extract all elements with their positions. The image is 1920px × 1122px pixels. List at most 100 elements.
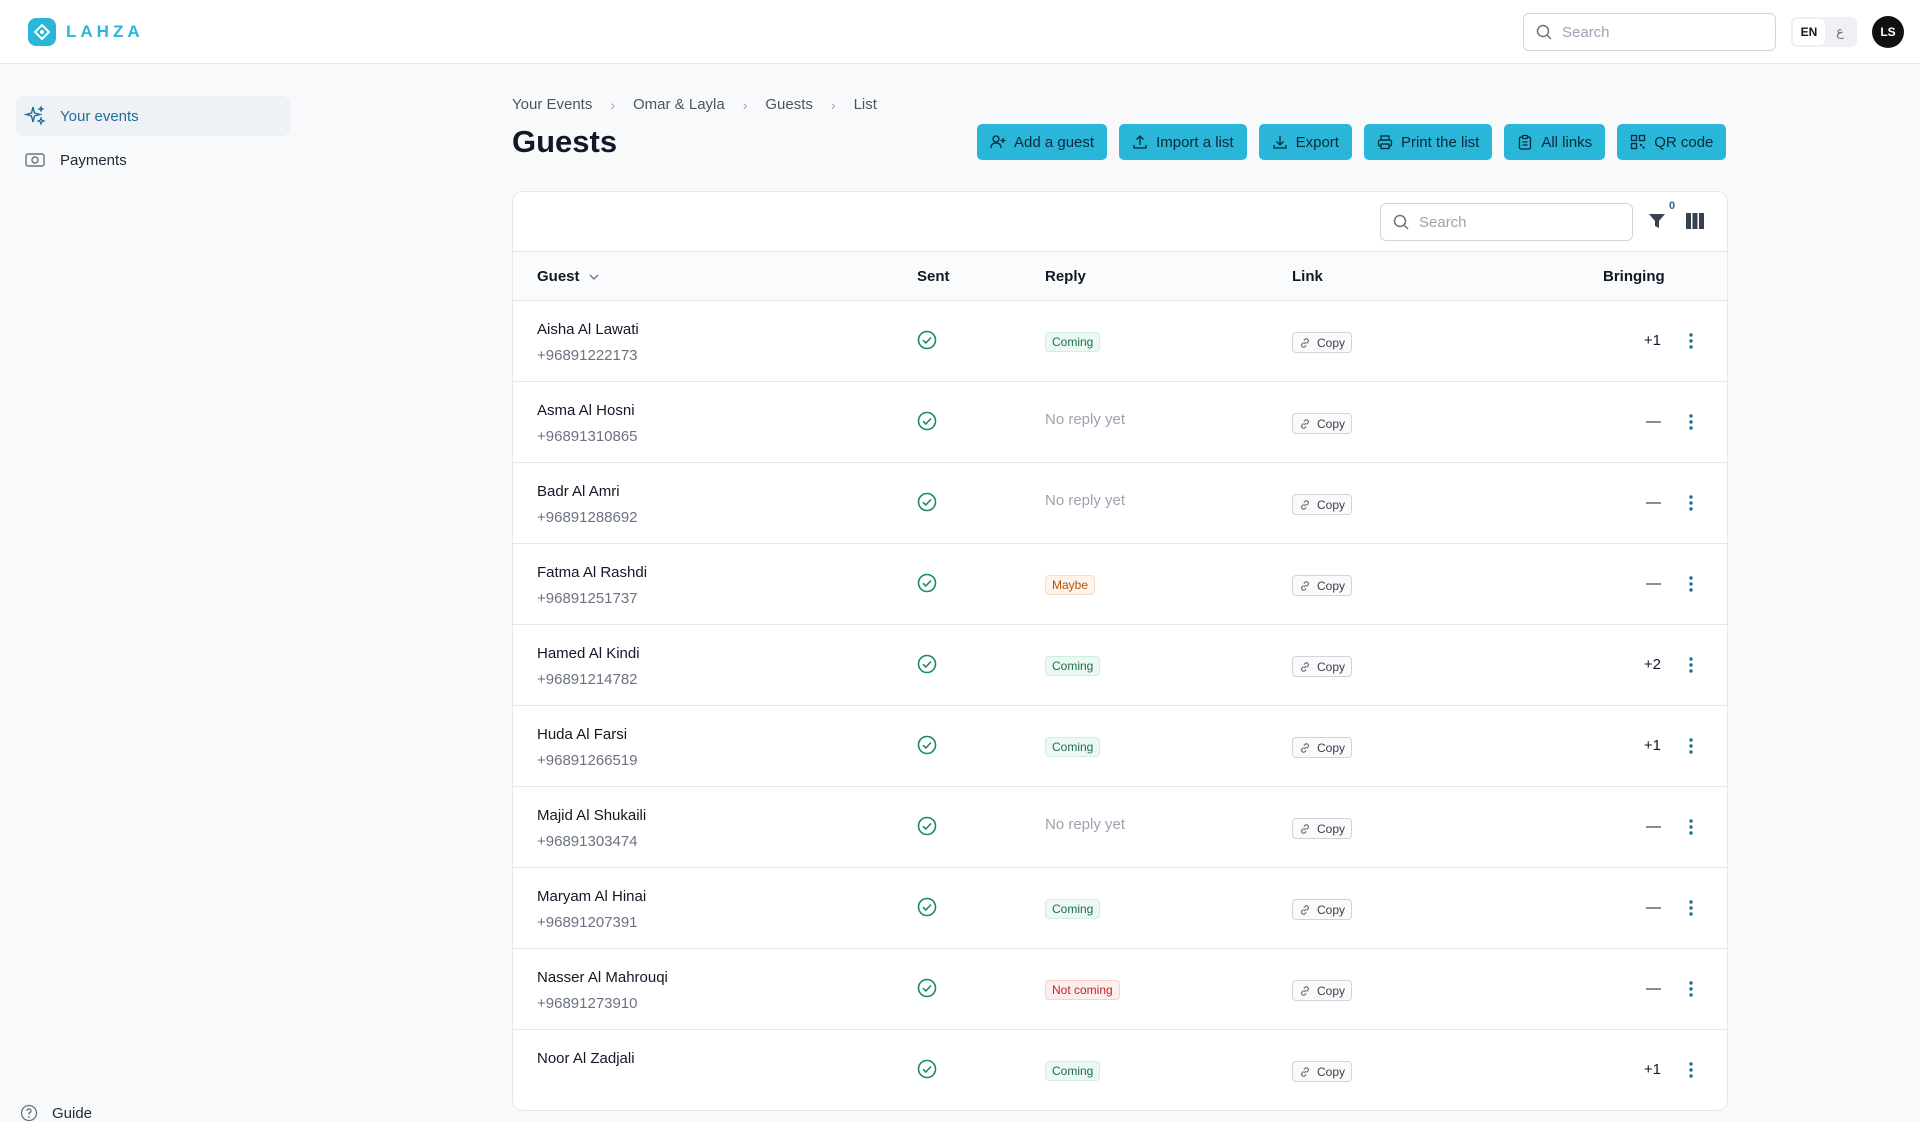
more-vertical-icon[interactable] — [1688, 493, 1694, 513]
sidebar-item-payments[interactable]: Payments — [16, 140, 290, 180]
more-vertical-icon[interactable] — [1688, 736, 1694, 756]
filter-icon[interactable] — [1648, 212, 1666, 230]
table-row[interactable]: Noor Al Zadjali Coming Copy +1 — [513, 1030, 1727, 1110]
copy-link-button[interactable]: Copy — [1292, 575, 1353, 596]
breadcrumb-event[interactable]: Omar & Layla — [633, 96, 725, 113]
breadcrumb-your-events[interactable]: Your Events — [512, 96, 593, 113]
table-row[interactable]: Huda Al Farsi +96891266519 Coming Copy +… — [513, 706, 1727, 787]
link-icon — [1301, 499, 1309, 510]
guest-phone: +96891303474 — [537, 833, 638, 850]
table-row[interactable]: Fatma Al Rashdi +96891251737 Maybe Copy … — [513, 544, 1727, 625]
guest-name: Noor Al Zadjali — [537, 1050, 635, 1067]
table-search-input[interactable]: Search — [1380, 203, 1633, 241]
copy-link-button[interactable]: Copy — [1292, 737, 1353, 758]
copy-label: Copy — [1317, 740, 1346, 755]
table-header: Guest Sent Reply Link Bringing — [513, 252, 1727, 301]
copy-label: Copy — [1317, 902, 1346, 917]
copy-label: Copy — [1317, 983, 1346, 998]
more-vertical-icon[interactable] — [1688, 898, 1694, 918]
link-icon — [1301, 580, 1309, 591]
check-circle-icon — [917, 1059, 937, 1079]
bringing-count: — — [1646, 980, 1661, 997]
reply-status-badge: Coming — [1045, 737, 1101, 757]
more-vertical-icon[interactable] — [1688, 331, 1694, 351]
lang-en-button[interactable]: EN — [1793, 19, 1825, 45]
global-search-input[interactable]: Search — [1523, 13, 1776, 51]
all-links-button[interactable]: All links — [1504, 124, 1606, 160]
export-button[interactable]: Export — [1258, 124, 1352, 160]
table-row[interactable]: Badr Al Amri +96891288692 No reply yet C… — [513, 463, 1727, 544]
check-circle-icon — [917, 573, 937, 593]
guide-label: Guide — [52, 1104, 93, 1122]
more-vertical-icon[interactable] — [1688, 1060, 1694, 1080]
table-row[interactable]: Hamed Al Kindi +96891214782 Coming Copy … — [513, 625, 1727, 706]
action-toolbar: Add a guest Import a list Export Print t… — [977, 124, 1727, 160]
guest-phone: +96891273910 — [537, 995, 638, 1012]
guests-table-card: Search 0 Guest Sent Reply Link Bringing … — [512, 191, 1728, 1111]
check-circle-icon — [917, 492, 937, 512]
qr-code-button[interactable]: QR code — [1617, 124, 1727, 160]
more-vertical-icon[interactable] — [1688, 574, 1694, 594]
bringing-count: +1 — [1643, 332, 1661, 349]
reply-status-text: No reply yet — [1045, 816, 1126, 833]
logo[interactable]: LAHZA — [28, 18, 144, 46]
guest-phone: +96891222173 — [537, 347, 638, 364]
copy-label: Copy — [1317, 1064, 1346, 1079]
guest-name: Asma Al Hosni — [537, 402, 635, 419]
copy-label: Copy — [1317, 821, 1346, 836]
reply-status-badge: Coming — [1045, 332, 1101, 352]
copy-link-button[interactable]: Copy — [1292, 656, 1353, 677]
language-switcher[interactable]: EN ع — [1791, 17, 1857, 47]
columns-icon[interactable] — [1686, 213, 1704, 229]
copy-link-button[interactable]: Copy — [1292, 818, 1353, 839]
breadcrumb-guests[interactable]: Guests — [765, 96, 813, 113]
guest-name: Nasser Al Mahrouqi — [537, 969, 668, 986]
copy-link-button[interactable]: Copy — [1292, 494, 1353, 515]
chevron-down-icon — [589, 274, 598, 280]
reply-status-badge: Coming — [1045, 899, 1101, 919]
bringing-count: — — [1646, 818, 1661, 835]
copy-link-button[interactable]: Copy — [1292, 980, 1353, 1001]
sparkles-icon — [24, 105, 46, 126]
print-list-button[interactable]: Print the list — [1363, 124, 1493, 160]
table-row[interactable]: Majid Al Shukaili +96891303474 No reply … — [513, 787, 1727, 868]
copy-link-button[interactable]: Copy — [1292, 332, 1353, 353]
column-header-guest[interactable]: Guest — [537, 268, 600, 285]
table-row[interactable]: Maryam Al Hinai +96891207391 Coming Copy… — [513, 868, 1727, 949]
table-row[interactable]: Asma Al Hosni +96891310865 No reply yet … — [513, 382, 1727, 463]
import-list-button[interactable]: Import a list — [1119, 124, 1247, 160]
copy-link-button[interactable]: Copy — [1292, 1061, 1353, 1082]
more-vertical-icon[interactable] — [1688, 655, 1694, 675]
check-circle-icon — [917, 897, 937, 917]
link-icon — [1301, 742, 1309, 753]
add-guest-button[interactable]: Add a guest — [977, 124, 1108, 160]
copy-label: Copy — [1317, 497, 1346, 512]
lang-ar-button[interactable]: ع — [1836, 24, 1844, 39]
button-label: All links — [1541, 133, 1593, 151]
guest-phone: +96891207391 — [537, 914, 638, 931]
bringing-count: — — [1646, 575, 1661, 592]
button-label: Import a list — [1156, 133, 1234, 151]
more-vertical-icon[interactable] — [1688, 412, 1694, 432]
sidebar-item-your-events[interactable]: Your events — [16, 96, 290, 136]
copy-label: Copy — [1317, 416, 1346, 431]
table-row[interactable]: Aisha Al Lawati +96891222173 Coming Copy… — [513, 301, 1727, 382]
copy-link-button[interactable]: Copy — [1292, 413, 1353, 434]
reply-cell: Coming — [1045, 332, 1101, 352]
more-vertical-icon[interactable] — [1688, 979, 1694, 999]
link-icon — [1301, 1066, 1309, 1077]
table-row[interactable]: Nasser Al Mahrouqi +96891273910 Not comi… — [513, 949, 1727, 1030]
check-circle-icon — [917, 654, 937, 674]
page-title: Guests — [512, 124, 618, 159]
guest-phone: +96891310865 — [537, 428, 638, 445]
top-bar: LAHZA Search EN ع LS — [0, 0, 1920, 64]
reply-cell: No reply yet — [1045, 492, 1125, 512]
avatar[interactable]: LS — [1872, 16, 1904, 48]
copy-label: Copy — [1317, 335, 1346, 350]
copy-link-button[interactable]: Copy — [1292, 899, 1353, 920]
link-icon — [1301, 418, 1309, 429]
guide-link[interactable]: Guide — [20, 1104, 92, 1122]
more-vertical-icon[interactable] — [1688, 817, 1694, 837]
download-icon — [1272, 136, 1287, 149]
breadcrumb-list: List — [853, 96, 877, 113]
